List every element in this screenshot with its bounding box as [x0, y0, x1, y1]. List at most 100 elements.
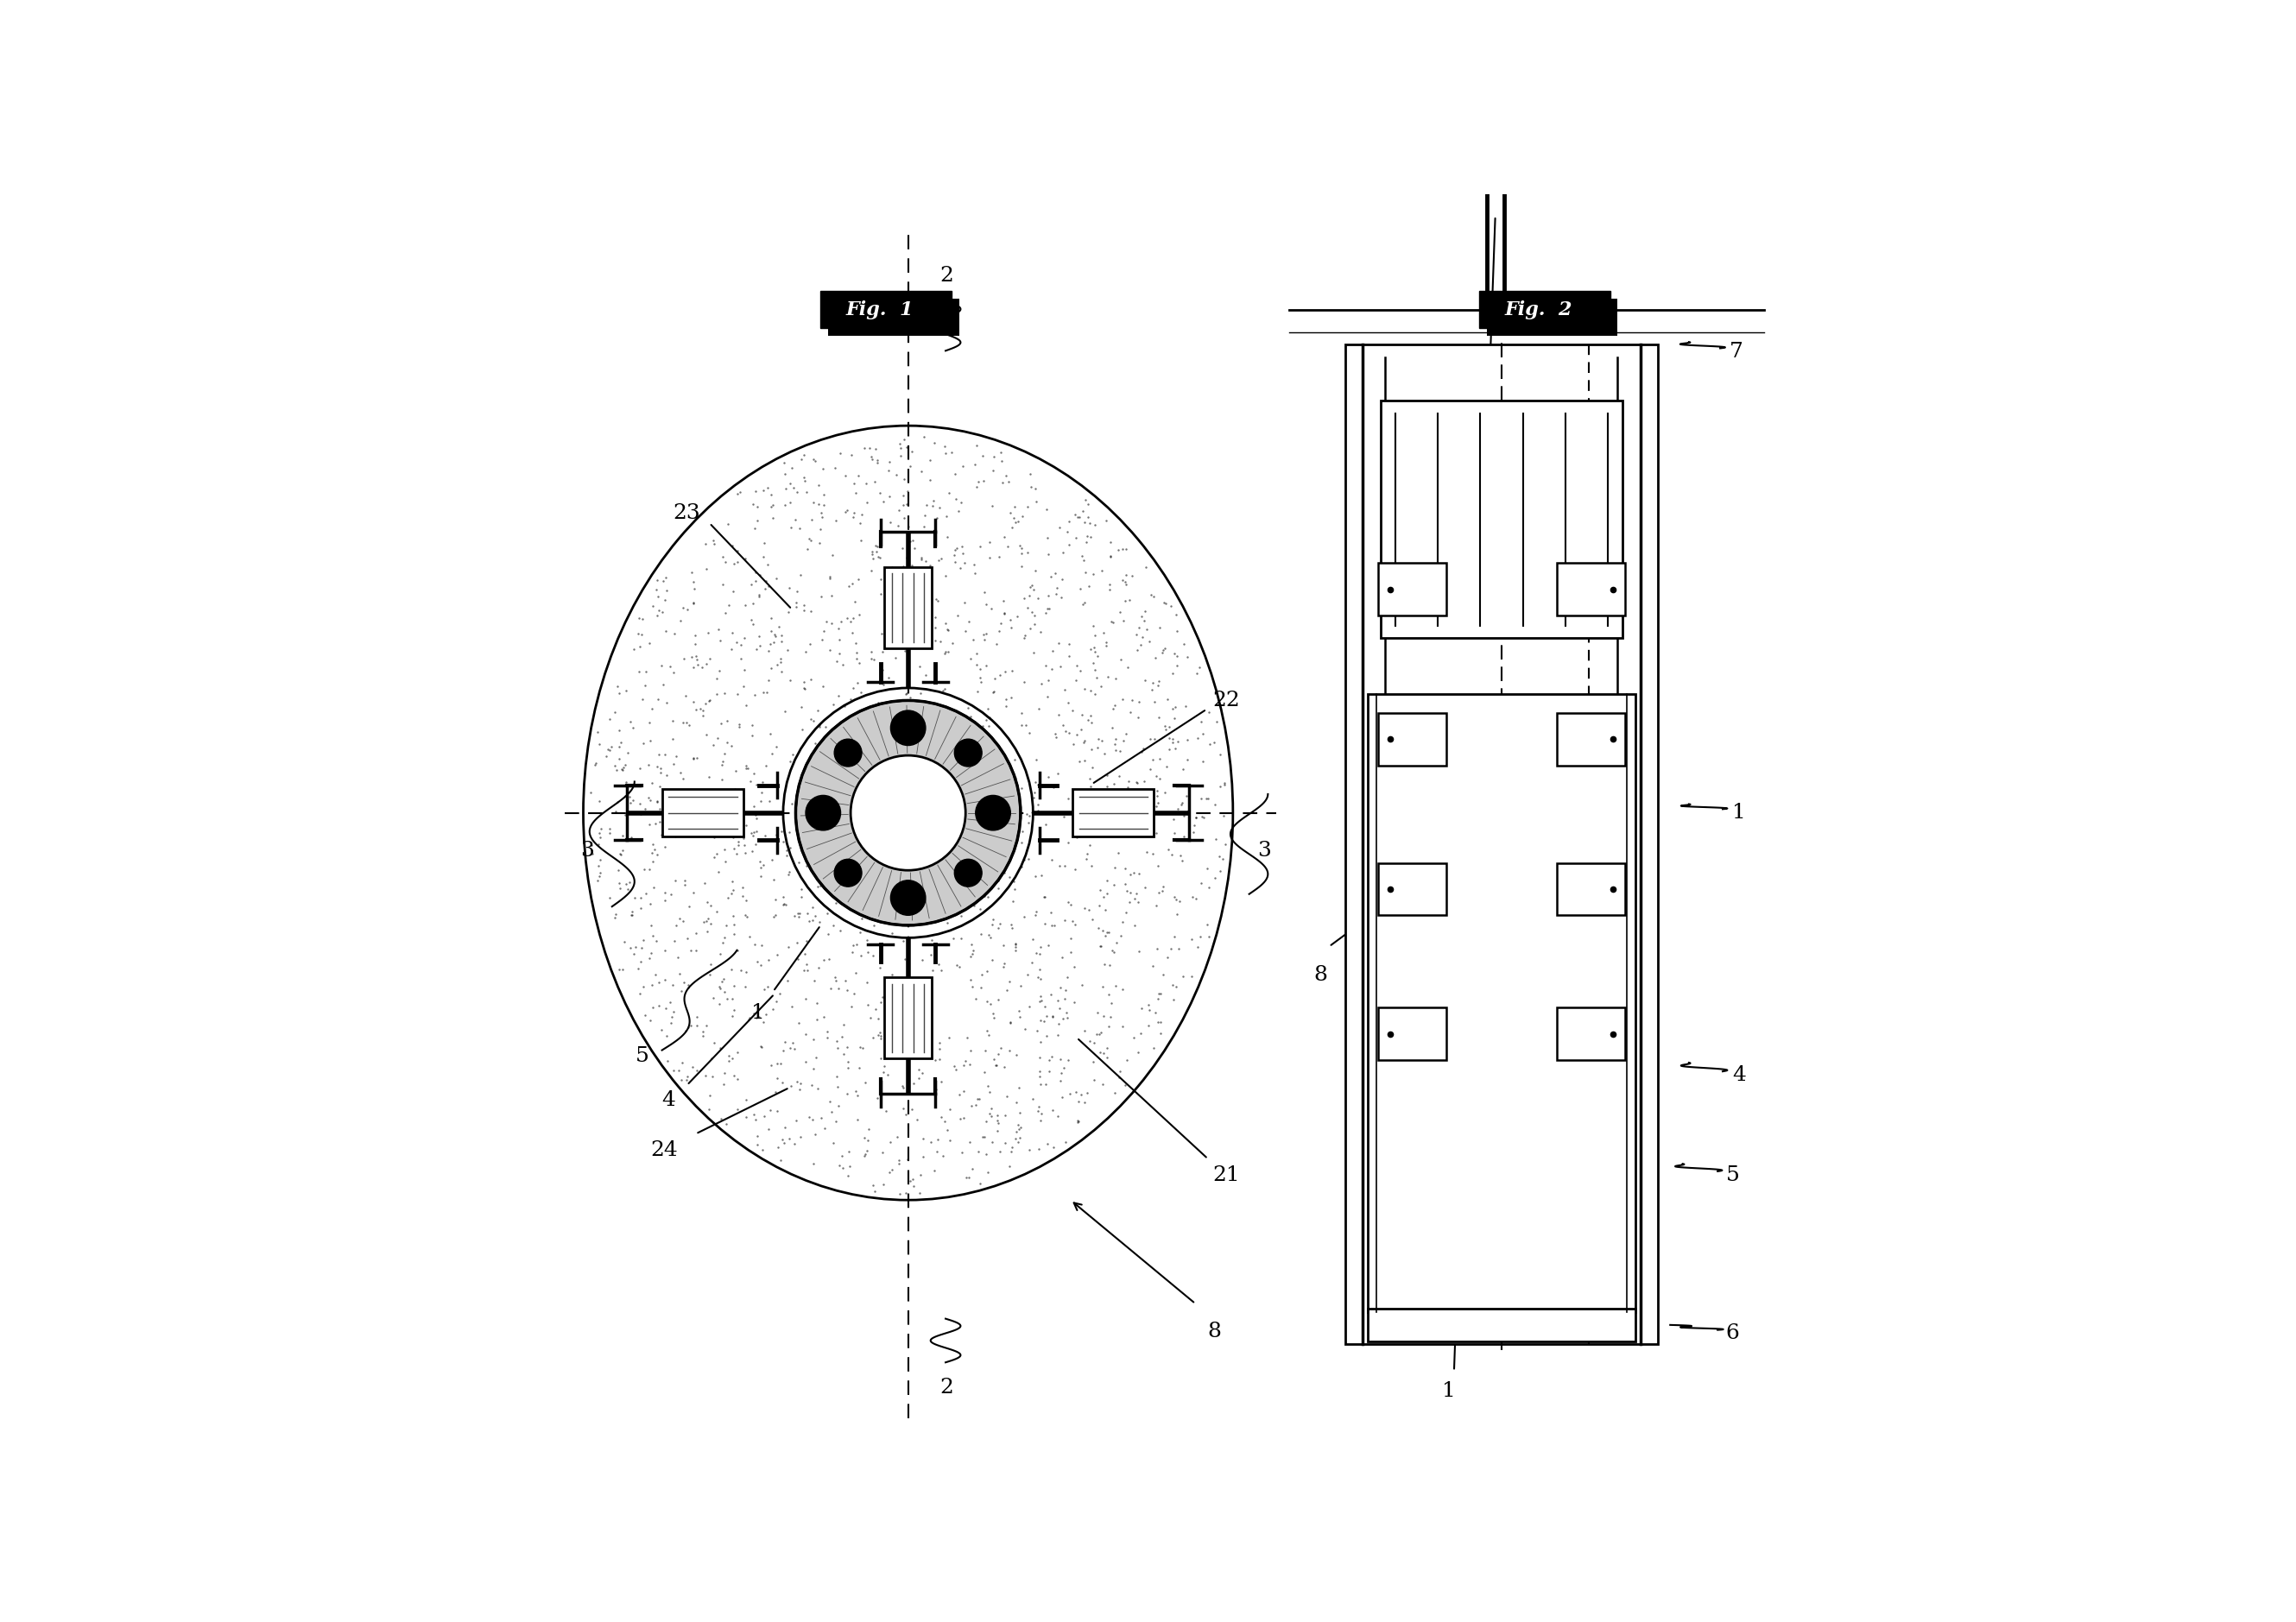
Point: [788, 1048, 824, 1074]
Point: [1040, 761, 1077, 787]
Point: [854, 840, 891, 866]
Point: [737, 931, 774, 957]
Point: [932, 890, 969, 916]
Point: [680, 652, 716, 678]
Point: [728, 1105, 765, 1131]
Point: [1084, 620, 1120, 646]
Point: [581, 732, 618, 757]
Point: [774, 994, 810, 1020]
Point: [677, 920, 714, 946]
Point: [608, 769, 645, 795]
Point: [1047, 676, 1084, 702]
Point: [774, 790, 810, 816]
Point: [879, 1150, 916, 1176]
Point: [870, 1061, 907, 1087]
Point: [1063, 659, 1100, 684]
Point: [1107, 537, 1143, 563]
Point: [971, 991, 1008, 1017]
Text: 21: 21: [1212, 1165, 1240, 1186]
Point: [1024, 988, 1061, 1014]
Point: [1063, 543, 1100, 569]
Point: [845, 827, 882, 853]
Point: [719, 1066, 755, 1092]
Point: [799, 1075, 836, 1101]
Point: [1013, 800, 1049, 826]
Point: [971, 714, 1008, 740]
Point: [806, 673, 843, 699]
Point: [721, 780, 758, 806]
Point: [1054, 697, 1091, 723]
Point: [748, 800, 785, 826]
Text: 3: 3: [1258, 840, 1272, 860]
Point: [895, 759, 932, 785]
Point: [714, 986, 751, 1012]
Point: [1058, 524, 1095, 550]
Point: [925, 890, 962, 916]
Point: [735, 793, 771, 819]
Point: [631, 788, 668, 814]
Point: [1008, 712, 1045, 738]
Point: [934, 925, 971, 950]
Point: [1107, 561, 1143, 587]
Point: [705, 967, 742, 993]
Point: [1026, 600, 1063, 626]
Point: [822, 830, 859, 856]
Point: [902, 457, 939, 483]
Point: [746, 976, 783, 1002]
Point: [1049, 785, 1086, 811]
Point: [1047, 1129, 1084, 1155]
Point: [957, 431, 994, 457]
Point: [925, 641, 962, 667]
Point: [1033, 1004, 1070, 1030]
Point: [677, 644, 714, 670]
Point: [953, 944, 990, 970]
Point: [574, 832, 611, 858]
Point: [877, 689, 914, 715]
Point: [620, 605, 657, 631]
Point: [673, 938, 709, 963]
Point: [815, 542, 852, 568]
Point: [1065, 1090, 1102, 1116]
Point: [1137, 584, 1173, 610]
Point: [813, 975, 850, 1001]
Point: [762, 629, 799, 655]
Point: [581, 788, 618, 814]
Point: [948, 1165, 985, 1191]
Point: [739, 826, 776, 852]
Point: [923, 545, 960, 571]
Point: [783, 563, 820, 589]
Point: [1070, 707, 1107, 733]
Point: [751, 1098, 788, 1124]
Point: [886, 970, 923, 996]
Point: [634, 696, 670, 722]
Point: [1164, 792, 1201, 817]
Point: [677, 1012, 714, 1038]
Point: [602, 842, 638, 868]
Point: [1013, 616, 1049, 642]
Point: [631, 1007, 668, 1033]
Point: [971, 1101, 1008, 1127]
Point: [781, 946, 817, 972]
Point: [1178, 805, 1215, 830]
Point: [1097, 727, 1134, 753]
Point: [1180, 725, 1217, 751]
Point: [1137, 999, 1173, 1025]
Point: [758, 941, 794, 967]
Point: [831, 1139, 868, 1165]
Point: [1111, 699, 1148, 725]
Point: [1072, 636, 1109, 662]
Point: [1038, 723, 1075, 749]
Point: [1017, 902, 1054, 928]
Point: [955, 736, 992, 762]
Point: [652, 881, 689, 907]
Point: [677, 631, 714, 657]
Point: [980, 754, 1017, 780]
Point: [726, 673, 762, 699]
Point: [1189, 855, 1226, 881]
Point: [918, 586, 955, 611]
Point: [739, 623, 776, 649]
Point: [831, 573, 868, 599]
Point: [1042, 514, 1079, 540]
Point: [934, 769, 971, 795]
Point: [856, 436, 893, 462]
